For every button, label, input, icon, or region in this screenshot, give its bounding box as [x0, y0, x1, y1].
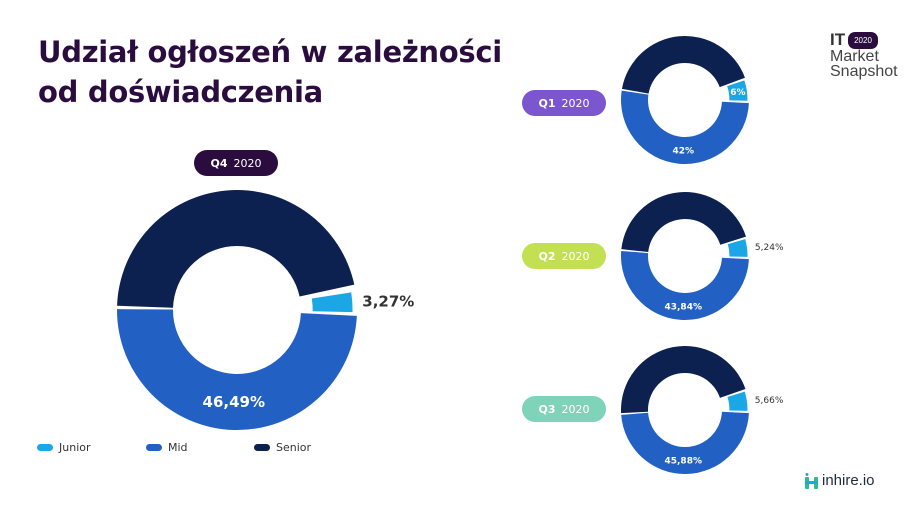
legend-junior: Junior	[37, 441, 91, 454]
donut-segment-senior	[621, 191, 746, 253]
donut-segment-mid	[621, 411, 749, 475]
logo-text: inhire.io	[822, 472, 875, 489]
brand-line3: Snapshot	[830, 63, 898, 81]
brand-it: IT	[830, 30, 846, 49]
legend-swatch-senior	[254, 444, 270, 451]
legend-label: Mid	[168, 441, 188, 454]
inhire-logo-icon	[805, 472, 818, 489]
data-label-junior: 5,24%	[755, 243, 784, 253]
donut-segment-senior	[117, 189, 355, 308]
donut-segment-senior	[620, 345, 746, 414]
pill-q2: Q2 2020	[522, 243, 606, 269]
data-label-senior: 45,88%	[664, 457, 702, 467]
pill-q1: Q1 2020	[522, 90, 606, 116]
legend-senior: Senior	[254, 441, 311, 454]
pill-q4: Q4 2020	[194, 150, 278, 176]
legend-swatch-junior	[37, 444, 53, 451]
brand-year-badge: 2020	[848, 32, 878, 50]
donut-segment-mid	[620, 90, 749, 165]
it-market-snapshot-brand: IT 2020 Market Snapshot	[830, 30, 898, 81]
donut-segment-junior	[311, 292, 353, 313]
donut-segment-mid	[620, 250, 749, 321]
legend-label: Junior	[59, 441, 91, 454]
donut-segment-mid	[116, 309, 357, 431]
donut-segment-junior	[727, 391, 748, 411]
data-label-junior: 5,66%	[755, 396, 784, 406]
donut-segment-senior	[621, 36, 745, 94]
brand-line2: Market	[830, 48, 879, 66]
donut-segment-junior	[727, 80, 748, 101]
data-label-junior: 3,27%	[362, 293, 414, 311]
data-label-junior: 6%	[730, 88, 745, 98]
data-label-senior: 43,84%	[664, 303, 702, 313]
data-label-senior: 42%	[672, 147, 694, 157]
title-line-2: od doświadczenia	[38, 75, 323, 109]
title-line-1: Udział ogłoszeń w zależności	[38, 35, 502, 69]
page-title: Udział ogłoszeń w zależności od doświadc…	[38, 32, 502, 112]
legend-mid: Mid	[146, 441, 188, 454]
pill-q3: Q3 2020	[522, 396, 606, 422]
legend-swatch-mid	[146, 444, 162, 451]
data-label-senior: 46,49%	[203, 393, 265, 411]
donut-segment-junior	[727, 239, 748, 257]
inhire-logo: inhire.io	[805, 472, 875, 489]
legend-label: Senior	[276, 441, 312, 454]
